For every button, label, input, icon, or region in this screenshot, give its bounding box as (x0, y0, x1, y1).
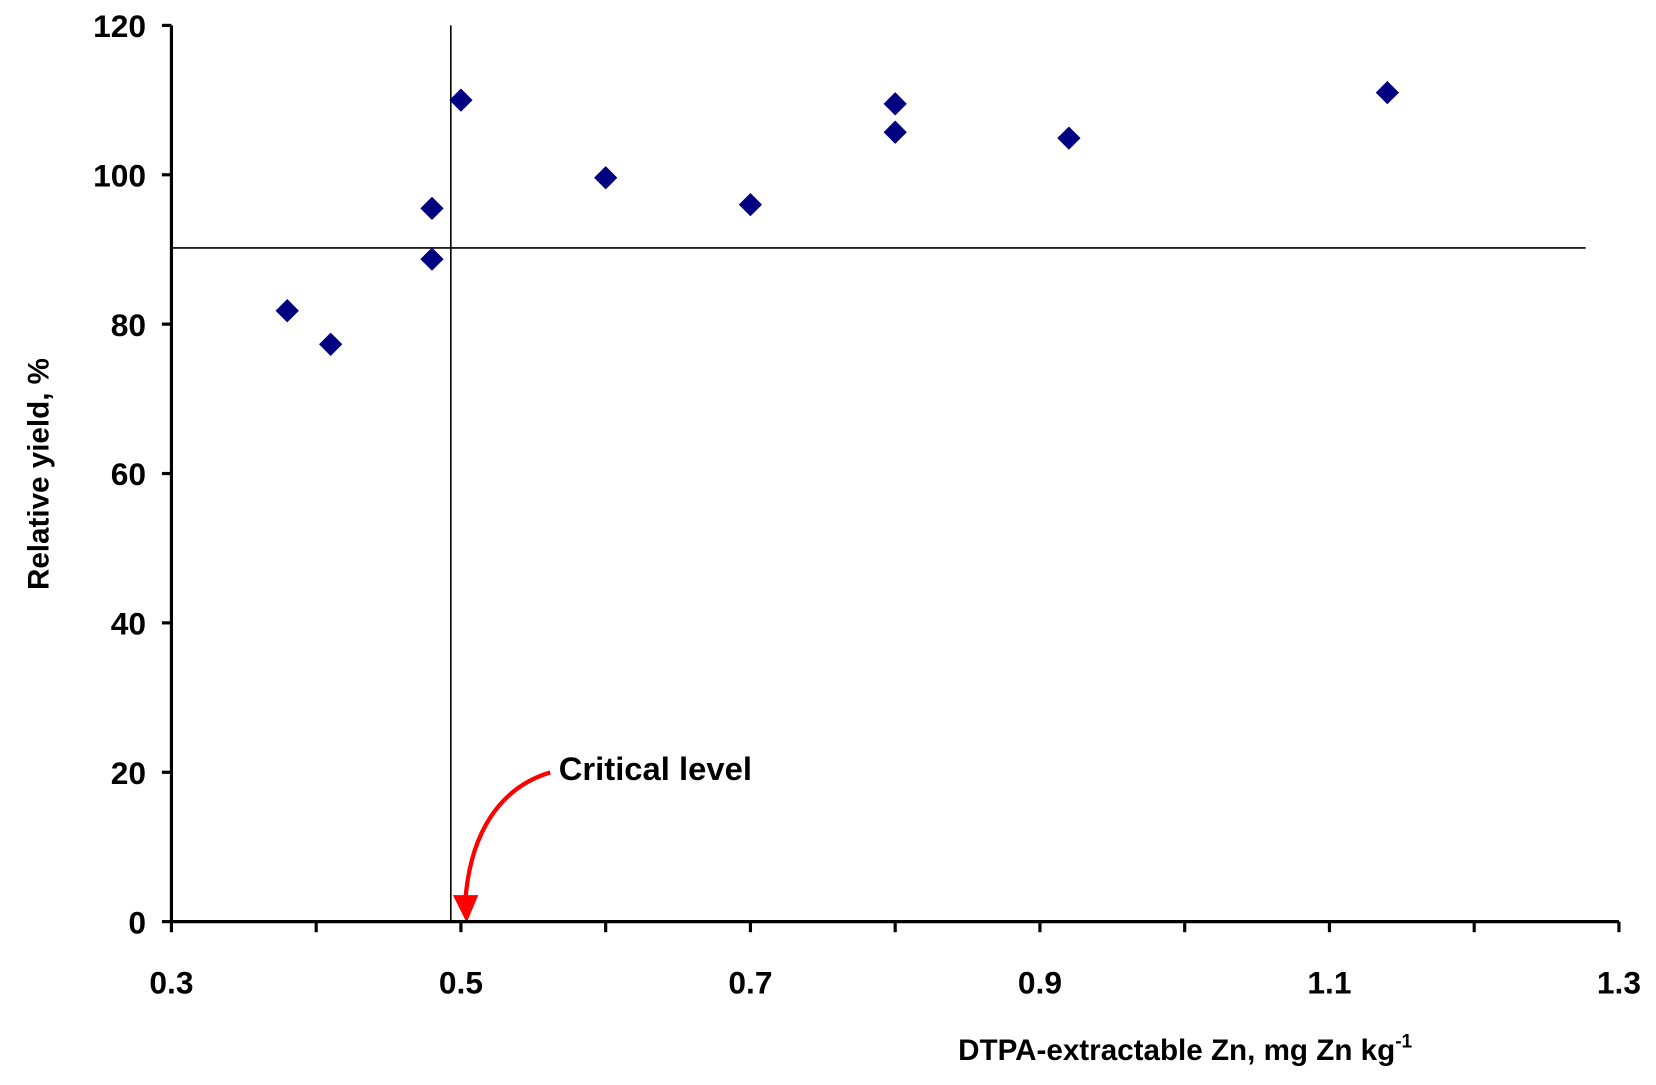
y-tick-label: 0 (128, 904, 146, 940)
y-tick-label: 100 (93, 157, 146, 193)
x-tick-label: 0.3 (149, 965, 193, 1001)
x-tick-label: 0.7 (728, 965, 772, 1001)
x-tick-label: 1.1 (1307, 965, 1351, 1001)
point (420, 247, 444, 271)
x-tick-label: 1.3 (1597, 965, 1641, 1001)
point (319, 332, 343, 356)
point (1057, 126, 1081, 150)
x-axis-label: DTPA-extractable Zn, mg Zn kg-1 (958, 1032, 1412, 1068)
annotation-arrow (463, 770, 551, 898)
point (738, 193, 763, 217)
annotation: Critical level (559, 750, 752, 787)
x-axis-label-main: DTPA-extractable Zn, mg Zn kg (958, 1034, 1395, 1067)
y-tick-label: 60 (111, 456, 146, 492)
point (883, 120, 907, 144)
y-tick-label: 80 (111, 307, 146, 343)
point (594, 166, 618, 190)
point (420, 196, 444, 221)
x-tick-label: 0.5 (439, 965, 483, 1001)
y-axis-label: Relative yield, % (23, 358, 56, 590)
y-tick-label: 120 (93, 8, 146, 44)
point (275, 299, 299, 323)
x-tick-label: 0.9 (1018, 965, 1062, 1001)
point (449, 88, 473, 112)
x-axis-label-superscript: -1 (1395, 1032, 1412, 1053)
y-tick-label: 40 (111, 606, 146, 642)
point (883, 92, 907, 116)
point (1375, 80, 1399, 105)
annotation-arrowhead (452, 895, 479, 923)
y-tick-label: 20 (111, 755, 146, 791)
